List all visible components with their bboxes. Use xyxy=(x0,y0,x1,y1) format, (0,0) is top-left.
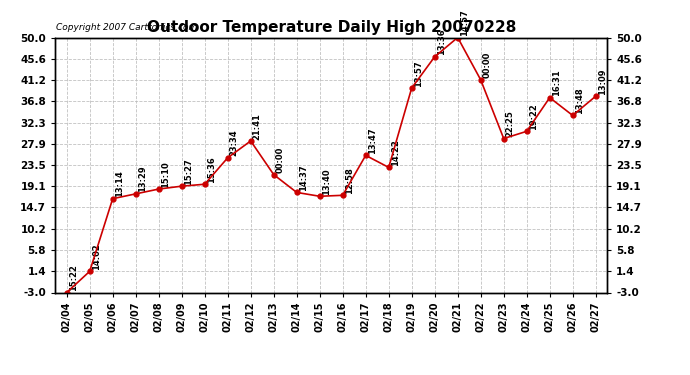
Text: 12:58: 12:58 xyxy=(344,167,353,194)
Text: 23:34: 23:34 xyxy=(230,130,239,156)
Text: 14:57: 14:57 xyxy=(460,9,469,36)
Text: 00:00: 00:00 xyxy=(275,147,284,173)
Text: 21:41: 21:41 xyxy=(253,112,262,140)
Text: 13:40: 13:40 xyxy=(322,168,331,195)
Text: 13:29: 13:29 xyxy=(137,166,146,192)
Text: Copyright 2007 Cartronics.com: Copyright 2007 Cartronics.com xyxy=(57,23,197,32)
Text: 14:37: 14:37 xyxy=(299,164,308,191)
Text: 14:22: 14:22 xyxy=(391,139,400,166)
Text: 15:36: 15:36 xyxy=(206,156,215,183)
Title: Outdoor Temperature Daily High 20070228: Outdoor Temperature Daily High 20070228 xyxy=(146,20,516,35)
Text: 14:02: 14:02 xyxy=(92,243,101,270)
Text: 16:31: 16:31 xyxy=(551,69,560,96)
Text: 13:36: 13:36 xyxy=(437,28,446,55)
Text: 13:14: 13:14 xyxy=(115,171,124,197)
Text: 13:47: 13:47 xyxy=(368,127,377,154)
Text: 22:25: 22:25 xyxy=(506,110,515,137)
Text: 13:09: 13:09 xyxy=(598,68,607,95)
Text: 19:22: 19:22 xyxy=(529,103,538,130)
Text: 13:57: 13:57 xyxy=(413,60,422,87)
Text: 15:27: 15:27 xyxy=(184,158,193,185)
Text: 00:00: 00:00 xyxy=(482,52,491,78)
Text: 13:48: 13:48 xyxy=(575,87,584,114)
Text: 15:22: 15:22 xyxy=(68,264,77,291)
Text: 15:10: 15:10 xyxy=(161,161,170,188)
